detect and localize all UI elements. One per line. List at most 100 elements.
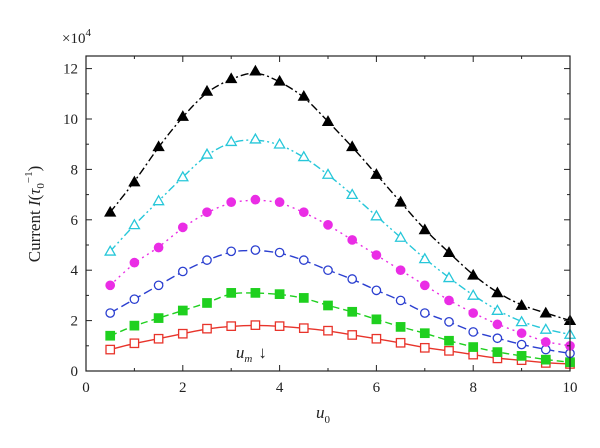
data-point [200,84,214,96]
data-point [249,64,262,76]
data-point [444,317,454,327]
data-point [371,285,382,296]
series-4-line [109,139,571,336]
data-point [177,328,188,339]
data-point [323,325,333,336]
data-point [176,110,189,121]
data-point [347,235,358,245]
data-point [467,289,480,300]
data-point [395,265,406,276]
um-annotation: um ↓ [236,343,267,365]
data-point [176,170,189,182]
data-point [250,194,261,205]
data-point [371,250,382,260]
series-4 [104,132,577,339]
data-point [323,219,333,230]
data-point [492,319,503,330]
data-point [177,222,188,233]
data-point [492,333,503,344]
data-point [444,295,454,306]
y-tick-label: 12 [63,62,78,78]
data-point [249,132,262,144]
data-point [298,255,309,265]
data-point [468,308,479,318]
data-point [419,342,430,353]
data-point [394,195,407,207]
series-3-line [109,199,571,347]
data-point [225,135,238,147]
data-point [323,300,333,311]
data-point [226,288,237,298]
x-tick-label: 10 [563,380,578,396]
x-tick-label: 4 [276,380,284,396]
y-tick-label: 6 [71,213,79,229]
data-point [250,320,261,330]
data-point [371,333,382,344]
series-0 [105,320,575,369]
data-point [346,188,359,200]
data-point [539,323,552,334]
data-point [273,137,286,149]
data-point [371,314,382,325]
data-point [419,308,430,318]
series-1-line [109,292,571,363]
data-point [105,330,116,341]
data-point [153,280,164,291]
data-point [273,74,286,86]
data-point [516,339,527,350]
data-point [104,205,117,217]
data-point [442,271,456,283]
data-point [516,328,527,339]
y-tick-label: 2 [71,314,79,330]
data-point [515,299,528,310]
series-2-line [109,249,571,355]
data-point [540,337,551,347]
data-point [444,345,454,356]
data-point [226,321,237,331]
data-point [128,218,141,230]
data-point [153,333,164,344]
data-point [347,274,358,284]
y-multiplier-exponent: 4 [85,27,91,39]
data-point [347,330,358,340]
data-point [346,140,359,152]
data-point [492,347,503,357]
data-point [104,244,117,256]
y-tick-label: 8 [71,162,79,178]
data-point [250,288,261,298]
data-point [274,321,285,331]
data-point [226,197,237,208]
y-axis-label: Current I(τ0−1) [23,166,47,263]
data-point [274,247,285,258]
data-point [491,286,504,298]
data-point [226,246,237,257]
data-point [202,207,212,218]
y-tick-label: 10 [63,112,78,128]
data-point [395,295,406,306]
data-point [419,280,430,291]
data-point [297,89,310,101]
data-point [394,231,407,242]
data-point [321,115,335,126]
data-point [370,168,383,179]
data-point [152,194,165,206]
data-point [129,338,140,349]
y-tick-label: 0 [71,364,79,380]
data-point [153,313,164,323]
data-point [128,175,141,187]
data-point [540,354,551,365]
y-multiplier-label: ×104 [62,27,91,47]
data-point [152,140,165,152]
data-point [105,280,116,291]
y-tick-label: 4 [71,263,79,279]
data-point [250,245,261,255]
data-point [200,147,214,159]
data-point [418,252,431,264]
data-point [177,305,188,316]
data-point [153,242,164,253]
data-point [468,327,479,337]
data-point [370,209,383,221]
data-point [467,268,480,280]
data-point [468,342,479,352]
